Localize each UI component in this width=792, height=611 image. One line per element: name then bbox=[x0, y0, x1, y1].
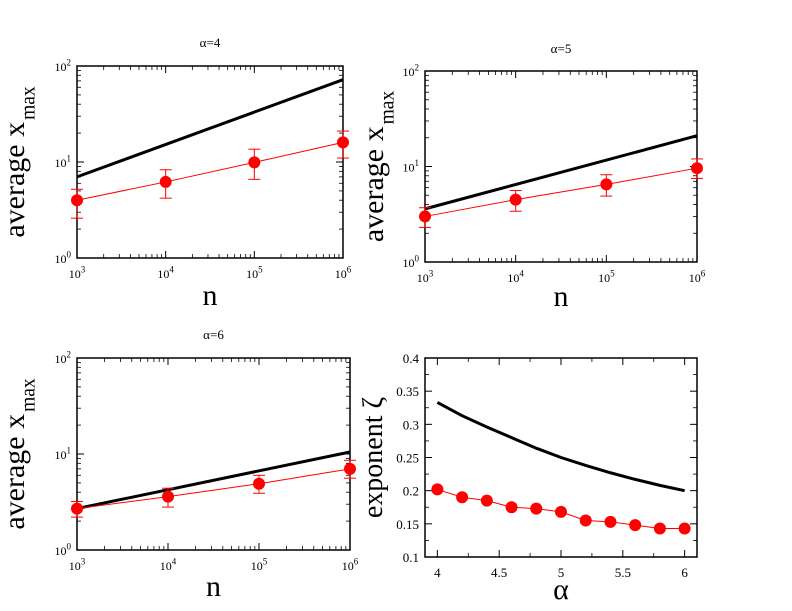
data-point bbox=[344, 462, 356, 475]
data-point bbox=[691, 162, 703, 175]
x-tick-label: 104 bbox=[160, 557, 177, 573]
y-axis-label: exponent ζ bbox=[358, 397, 389, 518]
data-point bbox=[456, 491, 469, 504]
data-point bbox=[162, 490, 174, 503]
x-tick-label: 5.5 bbox=[615, 565, 631, 580]
y-axis-label: average xmax bbox=[0, 378, 40, 530]
y-tick-label: 0.35 bbox=[396, 384, 419, 399]
x-axis-label: n bbox=[203, 279, 218, 312]
panel-title: α=5 bbox=[551, 41, 572, 56]
data-point bbox=[431, 483, 444, 496]
data-point bbox=[629, 519, 642, 532]
model-line bbox=[76, 78, 344, 179]
data-point bbox=[530, 502, 543, 515]
series-1 bbox=[424, 134, 698, 211]
series-2 bbox=[71, 130, 349, 219]
panel-2: α=5 103 104 105 106 100 101 102 n average xmax bbox=[357, 41, 706, 313]
x-tick-label: 106 bbox=[335, 265, 352, 281]
x-axis-label: n bbox=[554, 280, 569, 313]
panel-4: 4 4.5 5 5.5 6 0.1 0.15 0.2 0.25 0.3 0.35 0.4 α expone… bbox=[358, 351, 698, 606]
data-point bbox=[71, 502, 83, 515]
data-point bbox=[579, 514, 592, 527]
data-point bbox=[419, 210, 431, 223]
x-tick-label: 103 bbox=[69, 265, 86, 281]
x-tick-label: 106 bbox=[342, 557, 359, 573]
y-tick-label: 100 bbox=[55, 250, 72, 266]
data-point bbox=[678, 522, 691, 535]
series-1 bbox=[76, 450, 351, 511]
data-point bbox=[604, 515, 617, 528]
data-point bbox=[337, 136, 349, 149]
x-tick-label: 6 bbox=[681, 565, 688, 580]
data-point bbox=[253, 477, 265, 490]
series-2 bbox=[431, 483, 691, 535]
y-axis-label: average xmax bbox=[357, 91, 399, 243]
y-tick-label: 101 bbox=[403, 158, 420, 174]
x-tick-label: 105 bbox=[251, 557, 268, 573]
model-line bbox=[424, 134, 698, 211]
data-point bbox=[653, 522, 666, 535]
data-point bbox=[509, 193, 522, 206]
data-point bbox=[248, 156, 261, 169]
x-tick-label: 4.5 bbox=[491, 565, 507, 580]
panel-3: α=6 103 104 105 106 100 101 102 n average xmax bbox=[0, 327, 359, 603]
x-tick-label: 104 bbox=[157, 265, 174, 281]
x-tick-label: 105 bbox=[598, 269, 615, 285]
panel-title: α=4 bbox=[200, 35, 221, 50]
y-tick-label: 0.3 bbox=[403, 417, 419, 432]
series-1 bbox=[76, 78, 344, 179]
y-tick-label: 0.1 bbox=[403, 550, 419, 565]
data-point bbox=[480, 494, 493, 507]
x-axis-label: α bbox=[553, 573, 569, 606]
data-point bbox=[71, 194, 83, 207]
x-tick-label: 4 bbox=[434, 565, 441, 580]
y-axis-label: average xmax bbox=[0, 86, 40, 238]
panel-1: α=4 103 104 105 106 100 101 102 n average xmax bbox=[0, 35, 352, 312]
data-connector-line bbox=[76, 141, 344, 201]
model-line bbox=[76, 450, 351, 511]
x-tick-label: 105 bbox=[246, 265, 263, 281]
y-tick-label: 0.2 bbox=[403, 484, 419, 499]
series-1 bbox=[436, 401, 685, 493]
y-tick-label: 102 bbox=[403, 63, 420, 79]
data-point bbox=[505, 501, 518, 514]
x-tick-label: 103 bbox=[417, 269, 434, 285]
model-line bbox=[436, 401, 685, 493]
y-tick-label: 100 bbox=[55, 542, 72, 558]
y-tick-label: 102 bbox=[55, 350, 72, 366]
series-2 bbox=[71, 459, 356, 518]
x-tick-label: 103 bbox=[69, 557, 86, 573]
y-tick-label: 100 bbox=[403, 254, 420, 270]
y-tick-label: 101 bbox=[55, 446, 72, 462]
data-point bbox=[600, 178, 613, 191]
data-connector-line bbox=[76, 468, 351, 510]
x-axis-label: n bbox=[206, 570, 221, 603]
x-tick-label: 5 bbox=[558, 565, 565, 580]
x-tick-label: 106 bbox=[689, 269, 706, 285]
series-2 bbox=[419, 158, 703, 228]
y-tick-label: 0.15 bbox=[396, 517, 419, 532]
x-tick-label: 104 bbox=[507, 269, 524, 285]
data-point bbox=[159, 175, 172, 188]
y-tick-label: 101 bbox=[55, 154, 72, 170]
y-tick-label: 0.25 bbox=[396, 451, 419, 466]
data-point bbox=[555, 505, 567, 518]
data-connector-line bbox=[424, 167, 698, 217]
y-tick-label: 102 bbox=[55, 58, 72, 74]
panel-title: α=6 bbox=[203, 327, 224, 342]
y-tick-label: 0.4 bbox=[403, 351, 420, 366]
